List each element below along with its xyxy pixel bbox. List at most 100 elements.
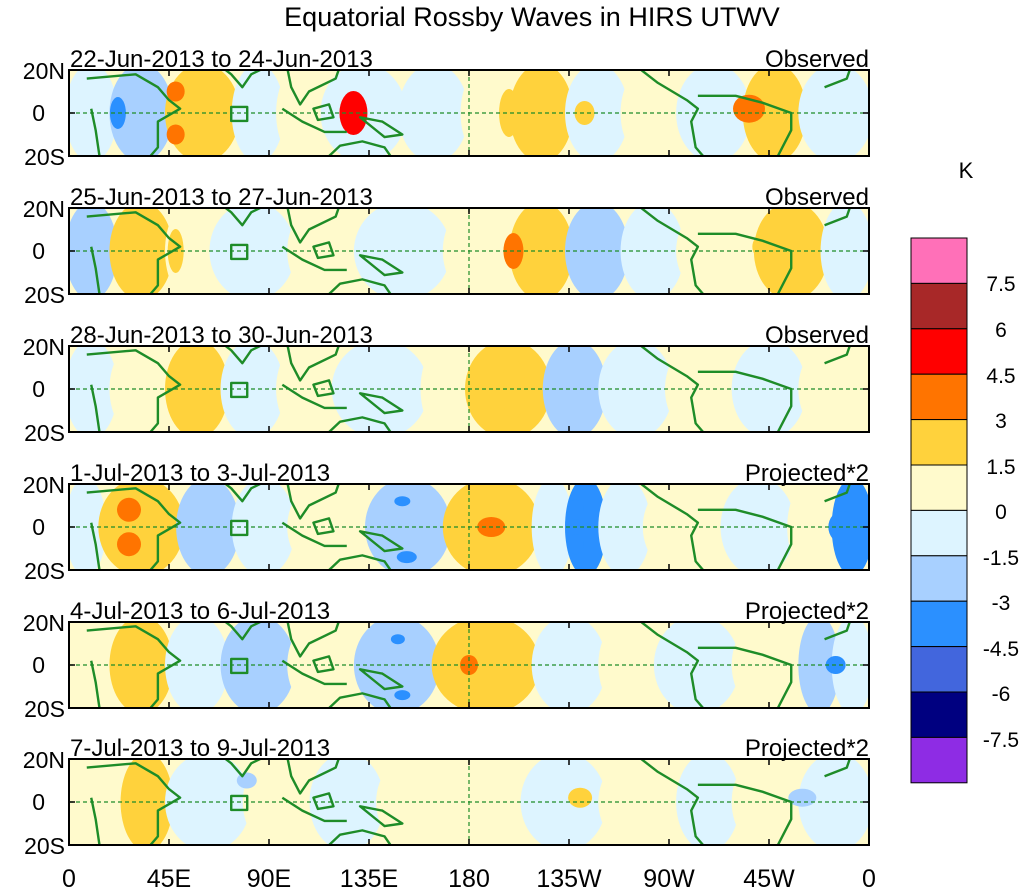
new-guinea-coast	[358, 392, 404, 415]
africa-coast	[86, 762, 182, 845]
new-guinea-coast	[358, 530, 404, 553]
southeast-asia-coast	[286, 346, 340, 382]
australia-coast	[327, 554, 392, 570]
anomaly-band	[676, 208, 762, 294]
anomaly-band	[442, 208, 518, 294]
colorbar-level-label: 7.5	[986, 273, 1015, 296]
anomaly-blob	[109, 97, 126, 129]
anomaly-band	[309, 759, 385, 845]
africa-west-coast	[90, 797, 101, 845]
lat-tick-label: 20S	[24, 282, 65, 308]
lat-tick-label: 20N	[23, 196, 65, 222]
colorbar-level-label: 0	[995, 501, 1007, 524]
anomaly-band	[420, 346, 473, 432]
lon-tick-label: 0	[62, 865, 76, 890]
colorbar-level-label: 6	[995, 319, 1007, 342]
lon-tick-label: 90E	[247, 865, 291, 890]
southeast-asia-coast	[286, 208, 340, 244]
west-africa-coast	[824, 759, 852, 778]
panel-type-label: Observed	[765, 46, 869, 73]
lon-tick-label: 135W	[536, 865, 602, 890]
coastlines	[86, 622, 852, 708]
west-africa-coast	[824, 622, 852, 641]
new-guinea-coast	[358, 668, 404, 691]
americas-west-coast	[639, 346, 705, 432]
anomaly-band	[353, 622, 440, 708]
reference-box	[230, 657, 249, 675]
anomaly-blob	[117, 497, 141, 522]
panel-date-range: 4-Jul-2013 to 6-Jul-2013	[70, 598, 330, 625]
americas-west-coast	[639, 208, 705, 294]
anomaly-band	[176, 484, 240, 570]
anomaly-blob	[394, 690, 411, 701]
colorbar-level-label: -4.5	[983, 638, 1019, 661]
africa-west-coast	[90, 246, 101, 294]
anomaly-blob	[574, 101, 595, 125]
colorbar-swatch	[910, 691, 968, 738]
africa-west-coast	[90, 660, 101, 708]
reference-box	[230, 794, 249, 812]
borneo-coast	[312, 241, 335, 260]
west-africa-coast	[824, 208, 852, 227]
colorbar-swatch	[910, 237, 968, 284]
borneo-coast	[312, 517, 335, 536]
new-guinea-coast	[358, 116, 404, 139]
africa-west-coast	[90, 522, 101, 570]
panel-type-label: Observed	[765, 184, 869, 211]
reference-box	[230, 243, 249, 261]
panel-type-label: Projected*2	[745, 460, 869, 487]
lon-tick-label: 0	[862, 865, 876, 890]
americas-west-coast	[639, 70, 705, 156]
panel-date-range: 28-Jun-2013 to 30-Jun-2013	[70, 322, 373, 349]
india-coast	[223, 622, 263, 641]
coastlines	[86, 484, 852, 570]
panel-date-range: 1-Jul-2013 to 3-Jul-2013	[70, 460, 330, 487]
sumatra-java-coast	[281, 107, 347, 134]
lat-tick-label: 0	[32, 238, 45, 264]
panel-date-range: 22-Jun-2013 to 24-Jun-2013	[70, 46, 373, 73]
anomaly-blob	[567, 534, 584, 555]
map-panel: 22-Jun-2013 to 24-Jun-2013 Observed 20N 0 20…	[23, 46, 870, 170]
americas-west-coast	[639, 622, 705, 708]
map-panel: 25-Jun-2013 to 27-Jun-2013 Observed 20N 0 20…	[23, 184, 870, 308]
lat-tick-label: 20N	[23, 747, 65, 773]
colorbar-swatches	[910, 237, 968, 784]
anomaly-blob	[117, 532, 141, 557]
australia-coast	[327, 692, 392, 708]
map-panel: 28-Jun-2013 to 30-Jun-2013 Observed 20N 0 20…	[23, 322, 870, 446]
australia-coast	[327, 278, 392, 294]
anomaly-band	[742, 70, 807, 156]
lon-tick-label: 180	[448, 865, 490, 890]
sumatra-java-coast	[281, 245, 347, 272]
india-coast	[223, 70, 263, 89]
anomaly-band	[231, 484, 296, 570]
west-africa-coast	[824, 70, 852, 89]
colorbar-swatch	[910, 328, 968, 375]
borneo-coast	[312, 103, 335, 122]
colorbar-level-label: -6	[992, 683, 1011, 706]
panel-ticks	[68, 483, 870, 571]
colorbar-swatch	[910, 646, 968, 693]
panels: 22-Jun-2013 to 24-Jun-2013 Observed 20N 0 20…	[23, 46, 870, 859]
africa-coast	[86, 487, 182, 570]
colorbar-swatch	[910, 509, 968, 557]
southeast-asia-coast	[286, 622, 340, 658]
africa-coast	[86, 73, 182, 156]
colorbar-swatch	[910, 373, 968, 421]
anomaly-band	[598, 759, 685, 845]
reference-box	[230, 105, 249, 123]
africa-coast	[86, 349, 182, 432]
panel-ticks	[68, 345, 870, 433]
reference-box	[230, 381, 249, 399]
lon-tick-label: 90W	[643, 865, 695, 890]
southeast-asia-coast	[286, 759, 340, 795]
lat-tick-label: 20N	[23, 334, 65, 360]
india-coast	[223, 346, 263, 365]
colorbar-level-label: 3	[995, 410, 1007, 433]
anomaly-band	[220, 622, 296, 708]
figure-title: Equatorial Rossby Waves in HIRS UTWV	[284, 2, 780, 32]
india-coast	[223, 484, 263, 503]
colorbar-swatch	[910, 600, 968, 648]
sumatra-java-coast	[281, 659, 347, 686]
